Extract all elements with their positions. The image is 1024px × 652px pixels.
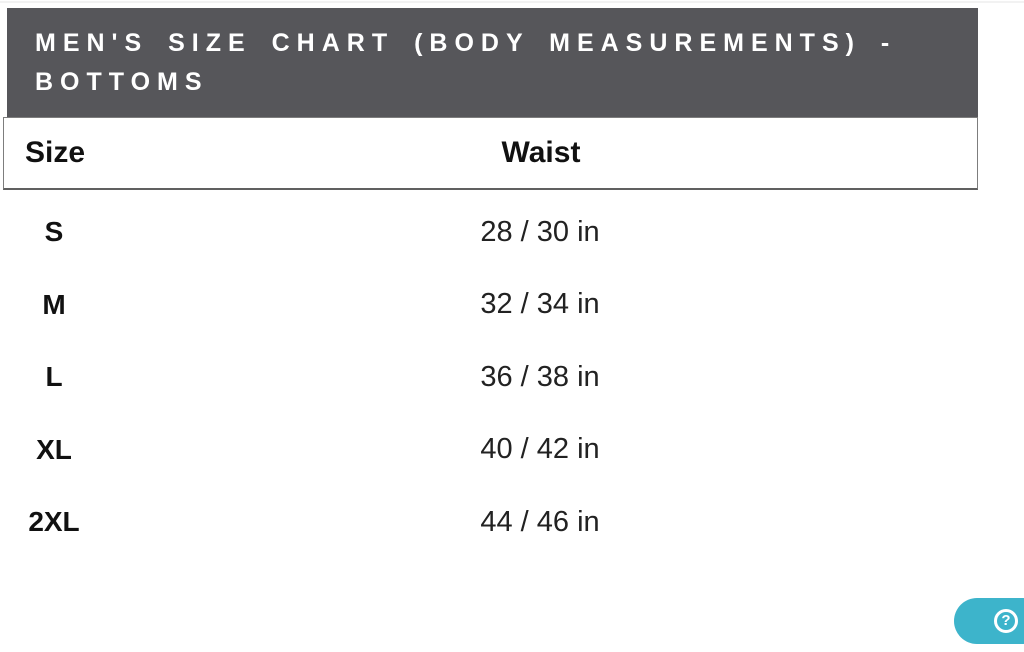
size-cell: L — [45, 361, 63, 393]
top-divider — [0, 1, 1024, 3]
table-row: 2XL 44 / 46 in — [3, 486, 978, 559]
size-cell: XL — [36, 433, 72, 465]
table-row: XL 40 / 42 in — [3, 414, 978, 487]
page-title-line-2: BOTTOMS — [35, 68, 209, 96]
table-row: L 36 / 38 in — [3, 341, 978, 414]
waist-cell: 44 / 46 in — [480, 505, 600, 538]
size-cell: 2XL — [28, 506, 80, 538]
size-chart-table-body: S 28 / 30 in M 32 / 34 in L 36 / 38 in X… — [3, 196, 978, 559]
page-title-line-1: MEN'S SIZE CHART (BODY MEASUREMENTS) - — [35, 29, 897, 57]
column-header-size: Size — [24, 136, 86, 169]
size-chart-title-banner: MEN'S SIZE CHART (BODY MEASUREMENTS) - B… — [7, 8, 978, 117]
table-row: M 32 / 34 in — [3, 269, 978, 342]
table-header-row: Size Waist — [3, 117, 978, 190]
question-mark-icon: ? — [994, 609, 1018, 633]
waist-cell: 40 / 42 in — [480, 433, 600, 466]
size-cell: M — [42, 288, 66, 320]
size-cell: S — [44, 216, 64, 248]
waist-cell: 36 / 38 in — [480, 360, 600, 393]
table-row: S 28 / 30 in — [3, 196, 978, 269]
waist-cell: 32 / 34 in — [480, 288, 600, 321]
column-header-waist: Waist — [501, 136, 581, 169]
help-button[interactable]: ? — [954, 598, 1024, 644]
waist-cell: 28 / 30 in — [480, 215, 600, 248]
